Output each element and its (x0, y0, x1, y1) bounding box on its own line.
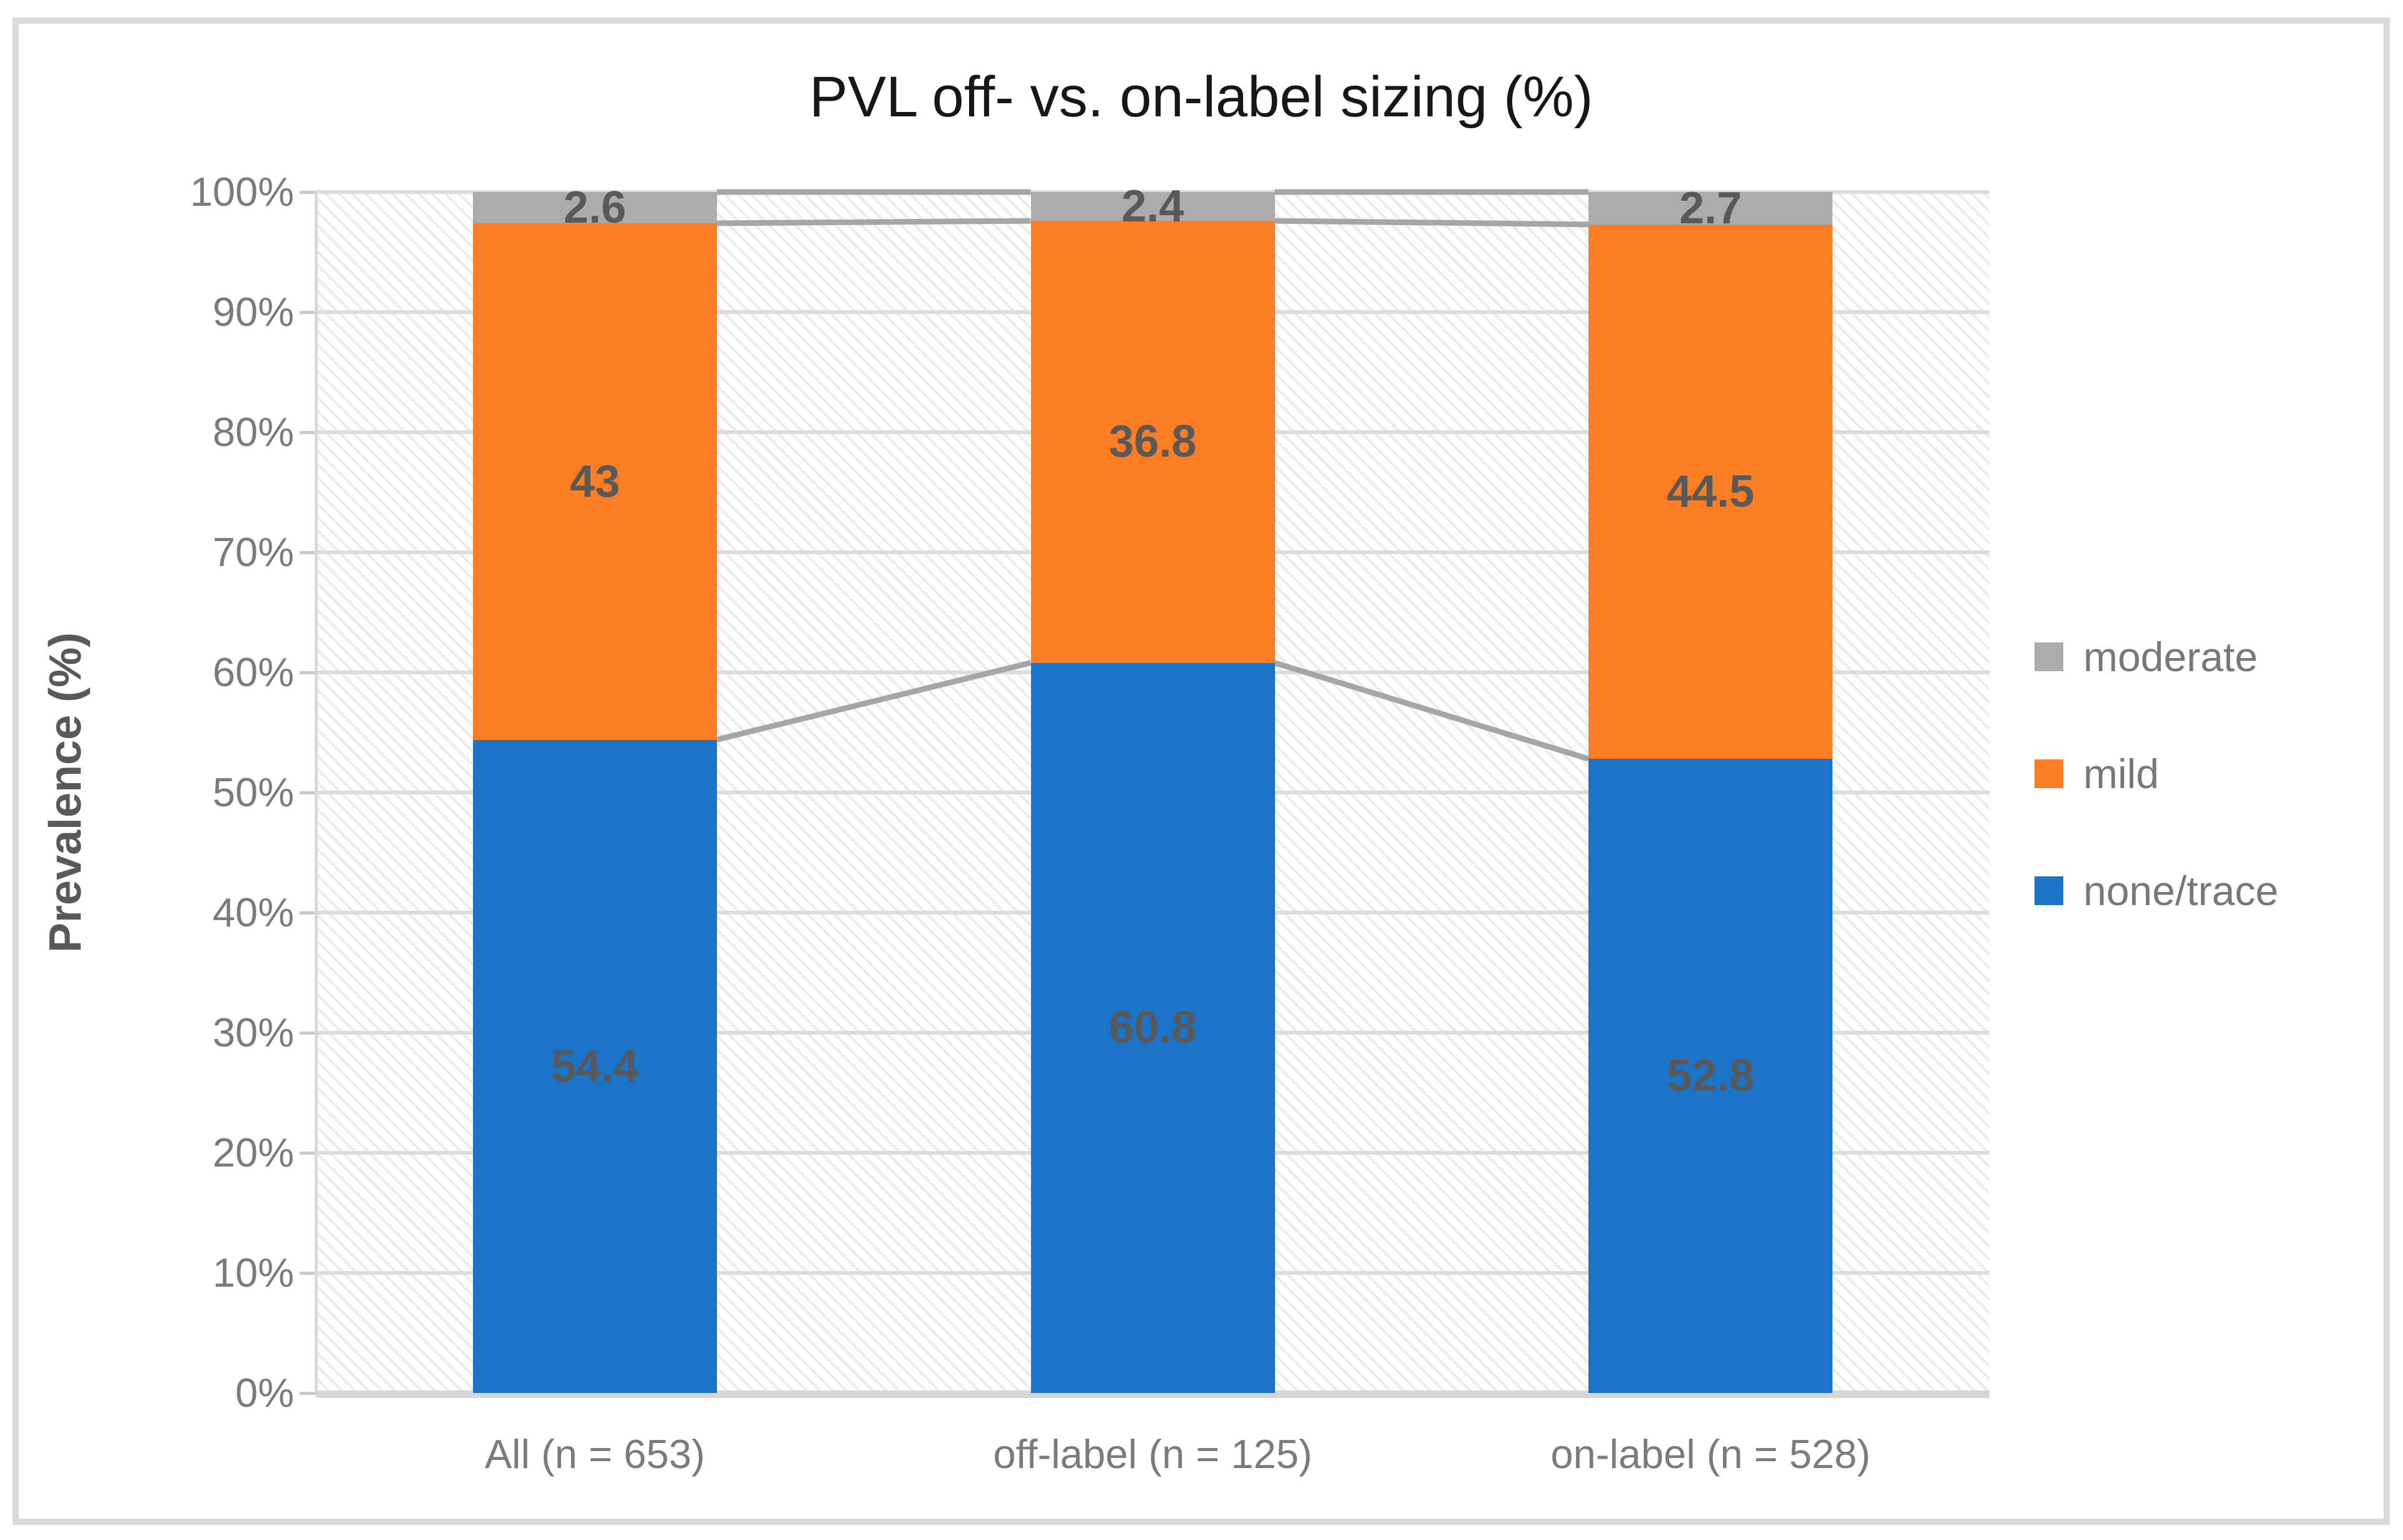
bar-segment-moderate-1: 2.4 (1030, 181, 1275, 231)
x-category-label-2: on-label (n = 528) (1550, 1431, 1871, 1477)
data-label-mild-1: 36.8 (1109, 417, 1197, 467)
bar-segment-none/trace-2: 52.8 (1588, 759, 1833, 1393)
y-tick-label-40%: 40% (212, 889, 294, 935)
y-tick-30% (300, 1031, 316, 1035)
y-tick-label-0%: 0% (235, 1370, 294, 1416)
y-tick-label-100%: 100% (190, 169, 294, 215)
y-tick-label-30%: 30% (212, 1010, 294, 1055)
y-tick-90% (300, 311, 316, 314)
data-label-moderate-0: 2.6 (563, 182, 626, 233)
data-label-mild-2: 44.5 (1667, 467, 1755, 517)
x-category-label-1: off-label (n = 125) (993, 1431, 1313, 1477)
bar-segment-moderate-0: 2.6 (472, 183, 717, 233)
data-label-none/trace-1: 60.8 (1109, 1003, 1197, 1053)
y-axis-line (315, 192, 318, 1393)
y-tick-label-10%: 10% (212, 1250, 294, 1295)
bar-segment-moderate-2: 2.7 (1588, 183, 1833, 233)
series-line-none/trace-1 (1274, 660, 1590, 762)
legend-item-none/trace: none/trace (2035, 863, 2385, 919)
legend-item-moderate: moderate (2035, 629, 2385, 685)
series-line-none/trace-0 (716, 660, 1032, 742)
data-label-moderate-2: 2.7 (1679, 183, 1742, 233)
legend-swatch-mild (2035, 759, 2063, 788)
legend-label-mild: mild (2083, 751, 2160, 797)
x-axis-line (316, 1391, 1989, 1398)
y-tick-label-70%: 70% (212, 529, 294, 575)
data-label-none/trace-0: 54.4 (551, 1041, 639, 1092)
data-label-moderate-1: 2.4 (1121, 181, 1184, 232)
y-tick-80% (300, 431, 316, 434)
y-tick-label-90%: 90% (212, 289, 294, 335)
chart-title: PVL off- vs. on-label sizing (%) (809, 65, 1593, 129)
bar-segment-mild-2: 44.5 (1588, 224, 1833, 759)
legend-label-moderate: moderate (2083, 634, 2258, 680)
y-tick-60% (300, 671, 316, 674)
legend-item-mild: mild (2035, 746, 2385, 802)
x-category-label-0: All (n = 653) (484, 1431, 705, 1477)
y-tick-label-20%: 20% (212, 1130, 294, 1175)
series-line-mild-0 (716, 218, 1031, 226)
y-tick-40% (300, 911, 316, 914)
y-tick-50% (300, 791, 316, 794)
legend-label-none/trace: none/trace (2083, 868, 2279, 914)
y-tick-20% (300, 1152, 316, 1155)
y-tick-label-60%: 60% (212, 649, 294, 695)
y-tick-label-50%: 50% (212, 769, 294, 815)
y-tick-0% (300, 1392, 316, 1395)
series-line-mild-1 (1274, 218, 1589, 228)
legend-swatch-moderate (2035, 642, 2063, 671)
bar-segment-mild-0: 43 (472, 223, 717, 740)
y-tick-70% (300, 551, 316, 554)
y-tick-10% (300, 1272, 316, 1275)
bar-segment-mild-1: 36.8 (1030, 221, 1275, 663)
data-label-mild-0: 43 (569, 456, 620, 507)
y-tick-label-80%: 80% (212, 409, 294, 455)
legend-swatch-none/trace (2035, 876, 2063, 905)
data-label-none/trace-2: 52.8 (1667, 1051, 1755, 1102)
bar-segment-none/trace-0: 54.4 (472, 739, 717, 1393)
bar-segment-none/trace-1: 60.8 (1030, 662, 1275, 1393)
y-tick-100% (300, 191, 316, 194)
